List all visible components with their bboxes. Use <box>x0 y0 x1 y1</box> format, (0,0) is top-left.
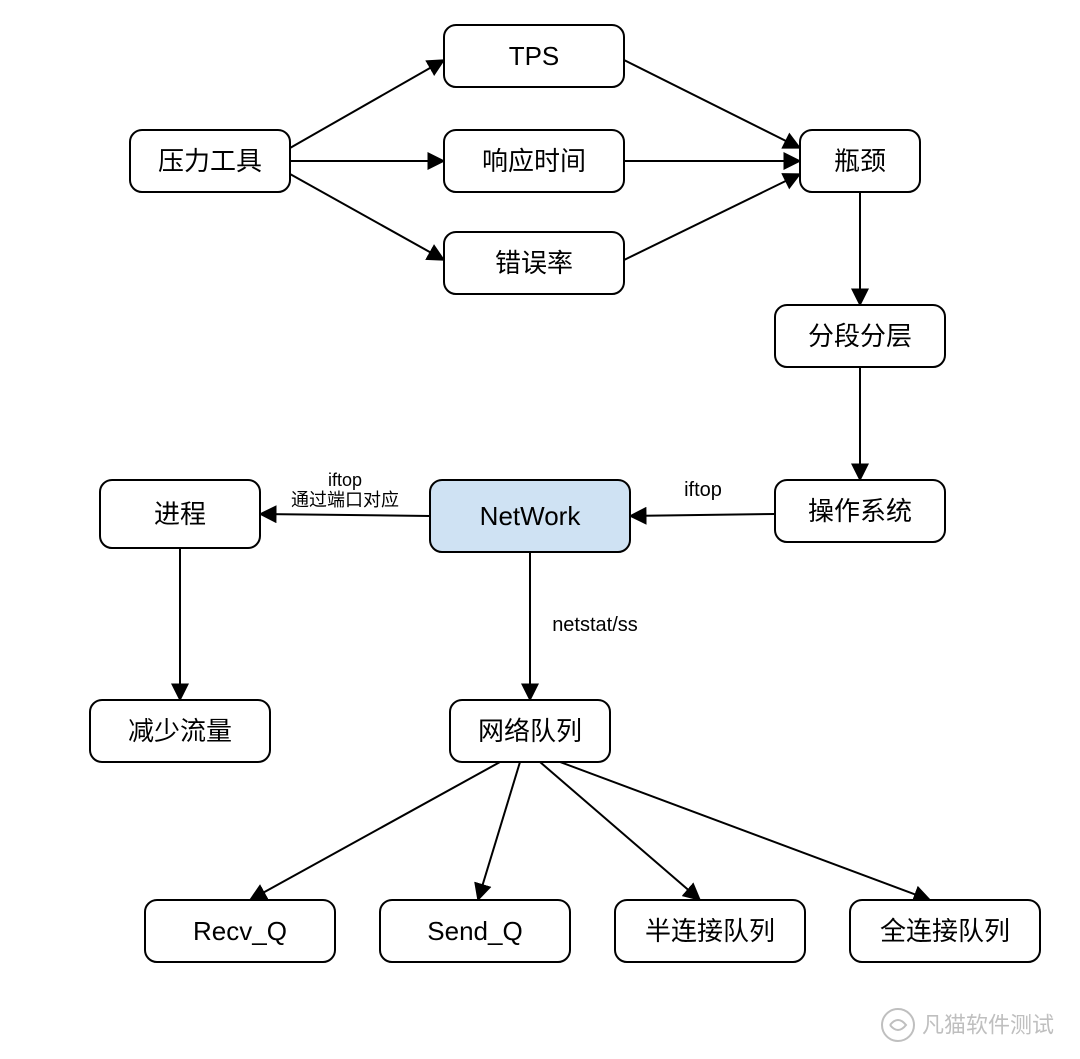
node-half-conn-label: 半连接队列 <box>645 916 775 946</box>
edge-label-network-netqueue: netstat/ss <box>552 614 638 636</box>
node-send-q-label: Send_Q <box>427 916 522 946</box>
node-net-queue: 网络队列 <box>450 700 610 762</box>
node-reduce-traffic: 减少流量 <box>90 700 270 762</box>
edge-netqueue-fullconn <box>560 762 930 900</box>
node-error-rate: 错误率 <box>444 232 624 294</box>
node-full-conn-label: 全连接队列 <box>880 916 1010 946</box>
node-os-label: 操作系统 <box>808 496 912 526</box>
node-tps: TPS <box>444 25 624 87</box>
node-process: 进程 <box>100 480 260 548</box>
flowchart-diagram: iftop iftop 通过端口对应 netstat/ss 压力工具 TPS 响… <box>0 0 1080 1059</box>
edge-stress-tps <box>290 60 444 148</box>
edge-label-network-process-top: iftop <box>328 470 362 490</box>
node-segmentation: 分段分层 <box>775 305 945 367</box>
edge-errorrate-bottleneck <box>624 174 800 260</box>
node-segmentation-label: 分段分层 <box>808 321 912 351</box>
node-stress-tool: 压力工具 <box>130 130 290 192</box>
node-resp-time-label: 响应时间 <box>482 146 586 176</box>
node-half-conn: 半连接队列 <box>615 900 805 962</box>
node-full-conn: 全连接队列 <box>850 900 1040 962</box>
node-send-q: Send_Q <box>380 900 570 962</box>
node-tps-label: TPS <box>509 41 560 71</box>
node-reduce-traffic-label: 减少流量 <box>128 716 232 746</box>
edge-label-os-network: iftop <box>684 479 722 501</box>
edge-stress-errorrate <box>290 174 444 260</box>
edge-label-network-process-bottom: 通过端口对应 <box>291 490 399 510</box>
node-recv-q: Recv_Q <box>145 900 335 962</box>
edge-network-process <box>260 514 430 516</box>
nodes: 压力工具 TPS 响应时间 错误率 瓶颈 分段分层 操作系统 NetWork <box>90 25 1040 962</box>
node-bottleneck-label: 瓶颈 <box>834 146 886 176</box>
node-error-rate-label: 错误率 <box>495 248 573 278</box>
watermark-text: 凡猫软件测试 <box>922 1013 1054 1038</box>
node-os: 操作系统 <box>775 480 945 542</box>
edge-netqueue-halfconn <box>540 762 700 900</box>
node-network: NetWork <box>430 480 630 552</box>
edge-tps-bottleneck <box>624 60 800 148</box>
node-network-label: NetWork <box>480 501 582 531</box>
node-bottleneck: 瓶颈 <box>800 130 920 192</box>
node-recv-q-label: Recv_Q <box>193 916 287 946</box>
edge-netqueue-recvq <box>250 762 500 900</box>
watermark: 凡猫软件测试 <box>882 1009 1054 1041</box>
edge-os-network <box>630 514 775 516</box>
node-resp-time: 响应时间 <box>444 130 624 192</box>
edge-netqueue-sendq <box>478 762 520 900</box>
node-process-label: 进程 <box>154 499 206 529</box>
node-net-queue-label: 网络队列 <box>478 716 582 746</box>
node-stress-tool-label: 压力工具 <box>158 146 262 176</box>
